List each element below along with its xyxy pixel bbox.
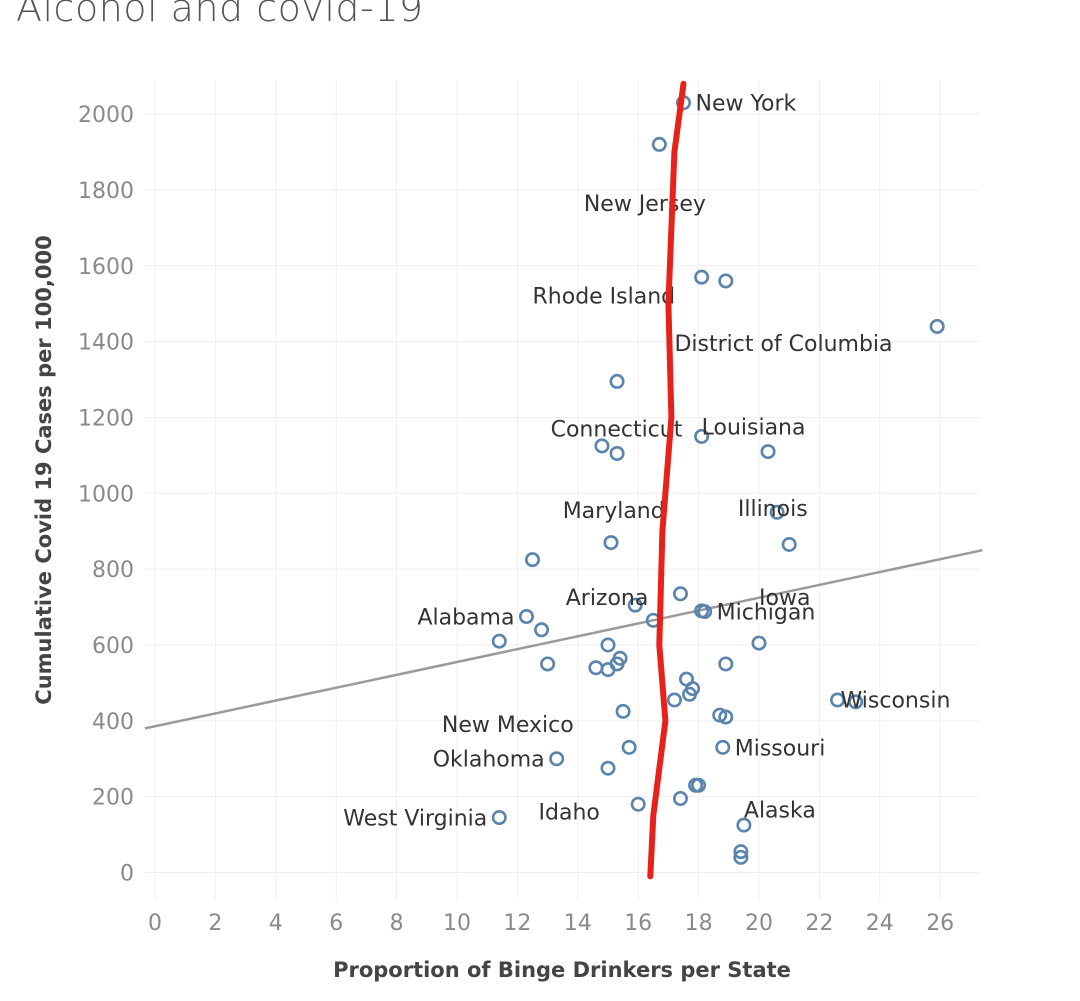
x-tick-label: 24	[866, 911, 894, 936]
annotation-label: Idaho	[539, 800, 600, 825]
x-tick-label: 12	[503, 911, 531, 936]
x-tick-label: 4	[269, 911, 283, 936]
x-tick-label: 26	[926, 911, 954, 936]
data-point	[718, 709, 734, 725]
data-point	[651, 136, 667, 152]
grid-layer	[145, 80, 980, 900]
annotation-label: District of Columbia	[674, 332, 892, 357]
point-label: Michigan	[717, 601, 816, 626]
data-point	[830, 692, 846, 708]
annotation-label: New Jersey	[584, 192, 706, 217]
data-point	[549, 751, 565, 767]
y-tick-label: 800	[92, 558, 134, 583]
data-point	[524, 552, 540, 568]
data-point	[600, 637, 616, 653]
data-point	[666, 692, 682, 708]
data-point	[491, 810, 507, 826]
data-point	[627, 597, 643, 613]
annotation-label: Connecticut	[551, 417, 683, 442]
annotation-label: Wisconsin	[841, 689, 951, 714]
tick-layer: 0 2 4 6 8 10 12 14 16 18 20 22 24 2602004006008001000…	[78, 103, 954, 936]
data-point	[697, 604, 713, 620]
x-tick-label: 16	[624, 911, 652, 936]
data-point	[518, 609, 534, 625]
point-label: Alabama	[417, 606, 514, 631]
annotation-label: Maryland	[563, 499, 665, 524]
annotation-label: Arizona	[566, 586, 649, 611]
data-point	[848, 694, 864, 710]
annotation-layer	[647, 80, 687, 880]
point-layer	[491, 95, 945, 865]
point-label: West Virginia	[343, 807, 487, 832]
data-point	[672, 586, 688, 602]
data-point	[615, 703, 631, 719]
data-point	[781, 536, 797, 552]
chart-title: Alcohol and covid-19	[16, 0, 424, 30]
data-point	[672, 791, 688, 807]
x-tick-label: 0	[148, 911, 162, 936]
data-point	[718, 656, 734, 672]
y-tick-label: 400	[92, 710, 134, 735]
point-label: Missouri	[735, 736, 826, 761]
y-tick-label: 200	[92, 786, 134, 811]
x-tick-label: 20	[745, 911, 773, 936]
data-point	[733, 849, 749, 865]
data-point	[540, 656, 556, 672]
data-point	[630, 796, 646, 812]
y-tick-label: 1800	[78, 179, 134, 204]
x-tick-label: 10	[443, 911, 471, 936]
label-layer: New York Michigan Alabama Missouri Oklahoma W…	[343, 92, 950, 832]
data-point	[691, 777, 707, 793]
data-point	[600, 760, 616, 776]
point-label: Oklahoma	[433, 748, 545, 773]
data-point	[769, 504, 785, 520]
data-point	[736, 817, 752, 833]
data-point	[609, 445, 625, 461]
x-tick-label: 14	[564, 911, 592, 936]
data-point	[751, 635, 767, 651]
annotation-label: Iowa	[759, 586, 810, 611]
x-tick-label: 6	[329, 911, 343, 936]
data-point	[491, 633, 507, 649]
y-tick-label: 1400	[78, 331, 134, 356]
data-point	[621, 739, 637, 755]
x-tick-label: 22	[805, 911, 833, 936]
annotation-label: Louisiana	[702, 416, 806, 441]
y-tick-label: 1600	[78, 255, 134, 280]
data-point	[534, 622, 550, 638]
data-point	[694, 269, 710, 285]
x-axis-title: Proportion of Binge Drinkers per State	[333, 958, 791, 982]
annotation-label: Rhode Island	[533, 285, 676, 310]
x-tick-label: 2	[208, 911, 222, 936]
data-point	[694, 428, 710, 444]
data-point	[715, 739, 731, 755]
annotation-label: Alaska	[744, 799, 816, 824]
data-point	[594, 438, 610, 454]
x-tick-label: 8	[390, 911, 404, 936]
y-tick-label: 0	[120, 862, 134, 887]
red-annotation-line	[647, 80, 687, 880]
data-point	[718, 273, 734, 289]
x-tick-label: 18	[685, 911, 713, 936]
data-point	[600, 662, 616, 678]
annotation-label: New Mexico	[442, 713, 574, 738]
y-tick-label: 1000	[78, 482, 134, 507]
data-point	[588, 660, 604, 676]
y-tick-label: 600	[92, 634, 134, 659]
y-tick-label: 1200	[78, 406, 134, 431]
data-point	[609, 373, 625, 389]
data-point	[929, 318, 945, 334]
data-point	[682, 686, 698, 702]
y-axis-title: Cumulative Covid 19 Cases per 100,000	[32, 235, 56, 704]
trend-layer	[144, 548, 983, 730]
point-label: New York	[696, 92, 797, 117]
annotation-label: Illinois	[738, 497, 808, 522]
data-point	[603, 535, 619, 551]
y-tick-label: 2000	[78, 103, 134, 128]
data-point	[760, 444, 776, 460]
trend-line	[144, 548, 983, 730]
data-point	[733, 844, 749, 860]
